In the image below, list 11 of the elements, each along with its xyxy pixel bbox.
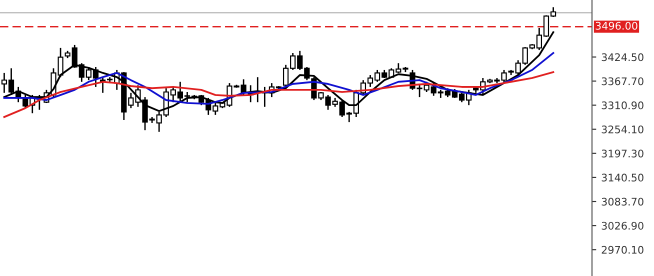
y-tick-label: 3424.50 — [602, 53, 644, 62]
y-tick-label: 2970.10 — [602, 246, 644, 254]
line-series — [3, 71, 554, 118]
y-tick-label: 3254.10 — [602, 125, 644, 134]
y-tick-label: 3367.70 — [602, 77, 644, 86]
y-tick-label: 3310.90 — [602, 101, 644, 110]
y-tick-label: 3026.90 — [602, 222, 644, 230]
y-tick-label: 3197.30 — [602, 150, 644, 158]
y-tick-label: 3140.50 — [602, 174, 644, 182]
ref-line-label: 3496.00 — [596, 22, 638, 30]
y-tick-label: 3083.70 — [602, 198, 644, 206]
